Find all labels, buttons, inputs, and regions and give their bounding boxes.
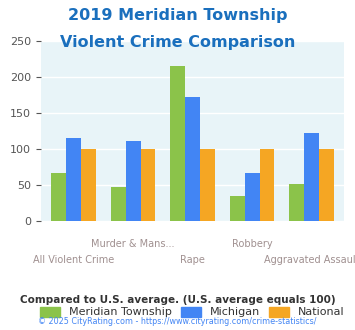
Text: All Violent Crime: All Violent Crime [33,255,114,265]
Text: Aggravated Assault: Aggravated Assault [264,255,355,265]
Bar [230,196,245,221]
Text: Compared to U.S. average. (U.S. average equals 100): Compared to U.S. average. (U.S. average … [20,295,335,305]
Bar [141,149,155,221]
Bar [111,187,126,221]
Bar [51,173,66,221]
Bar [304,133,319,221]
Bar [260,149,274,221]
Bar [319,149,334,221]
Text: 2019 Meridian Township: 2019 Meridian Township [68,8,287,23]
Text: Rape: Rape [180,255,205,265]
Text: Violent Crime Comparison: Violent Crime Comparison [60,35,295,50]
Text: Robbery: Robbery [232,239,272,249]
Bar [245,173,260,221]
Text: © 2025 CityRating.com - https://www.cityrating.com/crime-statistics/: © 2025 CityRating.com - https://www.city… [38,317,317,326]
Bar [66,138,81,221]
Text: Murder & Mans...: Murder & Mans... [91,239,175,249]
Bar [289,184,304,221]
Bar [81,149,96,221]
Bar [200,149,215,221]
Bar [170,66,185,221]
Bar [126,141,141,221]
Legend: Meridian Township, Michigan, National: Meridian Township, Michigan, National [36,302,349,322]
Bar [185,97,200,221]
